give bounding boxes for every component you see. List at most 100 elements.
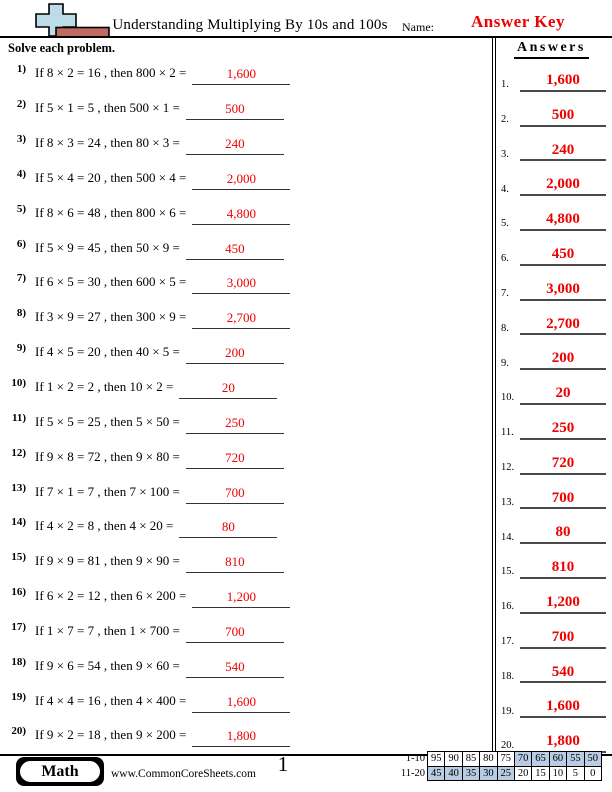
answer-number: 20. bbox=[501, 740, 515, 752]
answer-value-blank[interactable]: 450 bbox=[520, 246, 606, 266]
problem-answer-blank[interactable]: 240 bbox=[185, 135, 284, 156]
problem-answer-blank[interactable]: 1,600 bbox=[192, 693, 291, 713]
answer-value-blank[interactable]: 20 bbox=[520, 385, 606, 405]
answer-row: 6. 450 bbox=[497, 231, 609, 266]
subject-badge-label: Math bbox=[19, 760, 101, 783]
problem-answer-blank[interactable]: 720 bbox=[185, 449, 284, 469]
problem-row: 9) If 4 × 5 = 20 , then 40 × 5 = 200 bbox=[0, 335, 488, 370]
score-cell: 35 bbox=[461, 765, 481, 781]
answer-number: 7. bbox=[501, 287, 509, 299]
score-cell: 50 bbox=[583, 751, 602, 767]
answer-value-blank[interactable]: 4,800 bbox=[520, 211, 606, 231]
answer-value-blank[interactable]: 810 bbox=[520, 559, 606, 579]
problem-text: If 5 × 1 = 5 , then 500 × 1 = bbox=[35, 100, 180, 116]
answer-value-blank[interactable]: 720 bbox=[520, 455, 606, 475]
problem-answer-blank[interactable]: 450 bbox=[185, 240, 284, 260]
problem-answer-blank[interactable]: 20 bbox=[179, 379, 278, 400]
problem-number: 5) bbox=[16, 202, 26, 215]
problem-answer-blank[interactable]: 2,700 bbox=[192, 309, 291, 330]
answer-row: 15. 810 bbox=[497, 544, 609, 579]
answer-value-blank[interactable]: 500 bbox=[520, 107, 606, 127]
problem-number: 8) bbox=[16, 307, 26, 320]
score-cell: 90 bbox=[444, 751, 463, 767]
problem-text: If 5 × 5 = 25 , then 5 × 50 = bbox=[35, 413, 180, 429]
problem-answer-blank[interactable]: 4,800 bbox=[192, 205, 291, 225]
problem-answer: 3,000 bbox=[226, 275, 256, 291]
answers-column-divider bbox=[492, 37, 496, 755]
problem-text: If 8 × 2 = 16 , then 800 × 2 = bbox=[35, 65, 187, 81]
problem-answer-blank[interactable]: 500 bbox=[185, 100, 284, 121]
answer-value-blank[interactable]: 1,600 bbox=[520, 72, 606, 92]
answer-row: 14. 80 bbox=[497, 509, 609, 545]
problem-text: If 8 × 3 = 24 , then 80 × 3 = bbox=[35, 135, 180, 151]
answer-number: 6. bbox=[501, 253, 509, 265]
problem-number: 17) bbox=[11, 620, 26, 633]
problem-number: 12) bbox=[11, 446, 26, 459]
problem-answer-blank[interactable]: 540 bbox=[185, 658, 284, 678]
problem-answer-blank[interactable]: 700 bbox=[185, 623, 284, 643]
answer-value-blank[interactable]: 250 bbox=[520, 420, 606, 440]
problem-number: 14) bbox=[11, 516, 26, 529]
answer-value-blank[interactable]: 540 bbox=[520, 664, 606, 684]
problem-text: If 4 × 4 = 16 , then 4 × 400 = bbox=[35, 692, 187, 708]
score-cell: 40 bbox=[444, 765, 463, 781]
problem-answer-blank[interactable]: 200 bbox=[185, 344, 284, 365]
answer-value-blank[interactable]: 700 bbox=[520, 629, 606, 649]
answer-row: 4. 2,000 bbox=[497, 161, 609, 197]
name-label: Name: bbox=[402, 20, 434, 34]
problem-answer: 450 bbox=[225, 240, 245, 256]
problem-text: If 1 × 7 = 7 , then 1 × 700 = bbox=[35, 622, 180, 638]
score-cell: 45 bbox=[427, 765, 446, 781]
answer-number: 2. bbox=[501, 114, 509, 125]
score-cell: 55 bbox=[566, 751, 585, 767]
answer-row: 18. 540 bbox=[497, 649, 609, 684]
problem-answer-blank[interactable]: 2,000 bbox=[192, 170, 291, 190]
problem-number: 9) bbox=[16, 342, 26, 355]
problem-answer-blank[interactable]: 810 bbox=[185, 553, 284, 574]
answer-value-blank[interactable]: 2,000 bbox=[520, 177, 606, 197]
answer-value-blank[interactable]: 200 bbox=[520, 351, 606, 371]
problem-answer-blank[interactable]: 700 bbox=[185, 484, 284, 504]
website-url: www.CommonCoreSheets.com bbox=[111, 768, 256, 780]
answer-value-blank[interactable]: 700 bbox=[520, 490, 606, 510]
score-cell: 30 bbox=[479, 765, 498, 781]
problem-row: 12) If 9 × 8 = 72 , then 9 × 80 = 720 bbox=[0, 439, 488, 474]
answer-number: 8. bbox=[501, 322, 509, 334]
score-cell: 20 bbox=[513, 765, 533, 781]
problem-number: 6) bbox=[16, 237, 26, 250]
answer-number: 9. bbox=[501, 357, 509, 369]
answer-number: 11. bbox=[501, 427, 514, 439]
problem-answer-blank[interactable]: 250 bbox=[185, 414, 284, 434]
score-cell: 70 bbox=[513, 751, 533, 767]
problem-answer-blank[interactable]: 1,600 bbox=[192, 65, 291, 86]
answer-value-blank[interactable]: 1,200 bbox=[520, 594, 606, 614]
answer-value-blank[interactable]: 3,000 bbox=[520, 281, 606, 301]
answer-number: 15. bbox=[501, 566, 515, 578]
score-table-row: 1-10 95 90 85 80 75 70 65 60 55 50 bbox=[394, 751, 602, 767]
problem-answer-blank[interactable]: 1,800 bbox=[192, 727, 291, 748]
answer-key-label: Answer Key bbox=[471, 12, 565, 31]
answer-value-blank[interactable]: 80 bbox=[520, 525, 606, 545]
answer-row: 5. 4,800 bbox=[497, 196, 609, 231]
answer-row: 2. 500 bbox=[497, 92, 609, 127]
score-cell: 25 bbox=[496, 765, 515, 781]
answer-value-blank[interactable]: 2,700 bbox=[520, 316, 606, 336]
answer-number: 18. bbox=[501, 670, 515, 682]
problem-answer-blank[interactable]: 3,000 bbox=[192, 274, 291, 295]
problem-row: 14) If 4 × 2 = 8 , then 4 × 20 = 80 bbox=[0, 509, 488, 544]
answer-value-blank[interactable]: 1,600 bbox=[520, 699, 606, 719]
problem-row: 18) If 9 × 6 = 54 , then 9 × 60 = 540 bbox=[0, 648, 488, 683]
problem-answer-blank[interactable]: 1,200 bbox=[192, 588, 291, 609]
score-row-label: 1-10 bbox=[405, 753, 425, 764]
problem-row: 17) If 1 × 7 = 7 , then 1 × 700 = 700 bbox=[0, 614, 488, 649]
problem-number: 4) bbox=[16, 167, 26, 180]
answer-value-blank[interactable]: 240 bbox=[520, 142, 606, 162]
score-cell: 60 bbox=[548, 751, 568, 767]
problem-answer: 200 bbox=[225, 345, 245, 361]
problem-answer: 2,000 bbox=[226, 170, 256, 186]
problem-number: 7) bbox=[16, 272, 26, 285]
problem-answer: 810 bbox=[225, 554, 245, 570]
answer-number: 14. bbox=[501, 531, 515, 543]
problem-answer-blank[interactable]: 80 bbox=[179, 518, 278, 539]
answer-number: 3. bbox=[501, 148, 509, 160]
